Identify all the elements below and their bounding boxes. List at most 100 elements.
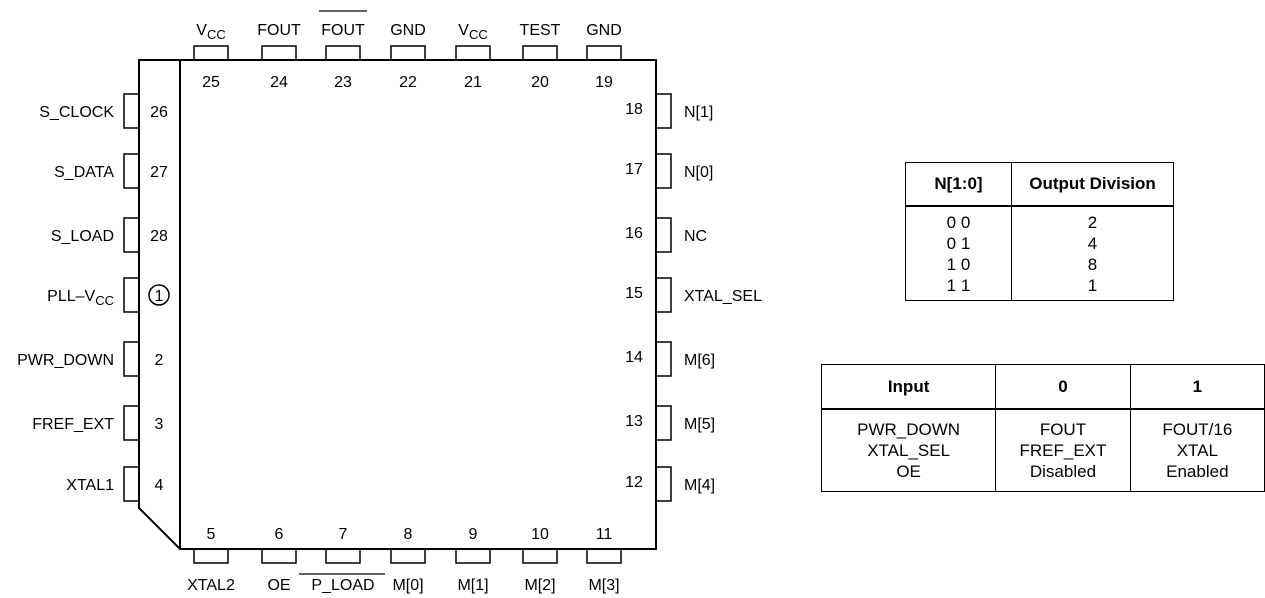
pin-name: M[2] (524, 577, 555, 594)
pin-number: 5 (207, 526, 216, 543)
pin-lead (193, 45, 229, 60)
pin-lead (656, 405, 672, 441)
pin-number: 12 (625, 474, 643, 491)
pin-lead (656, 217, 672, 253)
pin-name: NC (684, 228, 707, 245)
pin-lead (656, 341, 672, 377)
pin-number: 14 (625, 349, 643, 366)
pin-lead (123, 217, 139, 253)
pin-number: 11 (596, 526, 613, 543)
pin-number: 9 (469, 526, 478, 543)
pin-lead (261, 549, 297, 564)
pin-name: XTAL_SEL (684, 288, 762, 305)
pin-lead (123, 466, 139, 502)
table-cell: 1 (1087, 275, 1098, 295)
chip-body (138, 59, 657, 550)
pin-lead (123, 277, 139, 313)
pin-lead (123, 341, 139, 377)
pin-name: M[6] (684, 352, 715, 369)
table-cell: Disabled (1029, 462, 1097, 481)
pin-name: FREF_EXT (32, 416, 114, 433)
table-column-cells: PWR_DOWN XTAL_SEL OE (820, 408, 997, 492)
pin-name: M[0] (392, 577, 423, 594)
pin-number: 27 (150, 164, 168, 181)
pin-number: 3 (155, 416, 164, 433)
table-header: 1 (1129, 364, 1265, 410)
table-column-cells: 0 0 0 1 1 0 1 1 (905, 205, 1012, 301)
pin-number: 6 (275, 526, 284, 543)
pin-lead (455, 549, 491, 564)
pin-number: 7 (339, 526, 348, 543)
pin-number: 25 (202, 74, 220, 91)
pin1-marker-circle (148, 284, 170, 306)
table-header: Input (820, 364, 997, 410)
pin-lead (325, 549, 361, 564)
pin-name: M[5] (684, 416, 715, 433)
pin-number: 15 (625, 285, 643, 302)
table-cell: OE (896, 462, 921, 481)
pin-name: S_LOAD (51, 228, 114, 245)
pin-number: 23 (334, 74, 352, 91)
pin-lead (522, 45, 558, 60)
pin-number: 16 (625, 225, 643, 242)
pin-lead (455, 45, 491, 60)
pin-lead (123, 153, 139, 189)
pin-name: TEST (520, 22, 561, 39)
pin-lead (193, 549, 229, 564)
pin-name: M[3] (588, 577, 619, 594)
pin-lead (656, 277, 672, 313)
pin-name: PLL–VCC (47, 288, 114, 308)
pin-lead (522, 549, 558, 564)
table-cell: 8 (1087, 254, 1098, 274)
table-cell: FOUT/16 (1162, 420, 1233, 439)
pin-name: P_LOAD (311, 577, 374, 594)
pin-name: XTAL1 (66, 477, 114, 494)
table-cell: Enabled (1166, 462, 1229, 481)
pin-number: 8 (404, 526, 413, 543)
pin-name: VCC (458, 22, 487, 42)
pin-number: 24 (270, 74, 288, 91)
pin-lead (656, 466, 672, 502)
pin-lead (656, 93, 672, 129)
pin-lead (586, 45, 622, 60)
table-column-cells: FOUT FREF_EXT Disabled (995, 408, 1131, 492)
pin-name: S_DATA (54, 164, 114, 181)
pin-lead (656, 153, 672, 189)
pin-name: PWR_DOWN (17, 352, 114, 369)
pin-name: M[1] (457, 577, 488, 594)
pin-name: N[0] (684, 164, 713, 181)
table-cell: XTAL_SEL (867, 441, 951, 460)
table-column-cells: FOUT/16 XTAL Enabled (1129, 408, 1265, 492)
pin-name: OE (267, 577, 290, 594)
table-cell: 1 0 (946, 254, 971, 274)
pin-number: 28 (150, 228, 168, 245)
input-function-table: Input 0 1 PWR_DOWN XTAL_SEL OE FOUT FREF… (820, 364, 1265, 492)
table-header: 0 (995, 364, 1131, 410)
pin-number: 1 (155, 288, 164, 305)
pin-number: 20 (531, 74, 549, 91)
pin-number: 19 (595, 74, 613, 91)
table-header: N[1:0] (905, 162, 1012, 207)
pin-lead (390, 45, 426, 60)
pin-name: FOUT (321, 22, 365, 39)
pin-name: GND (586, 22, 622, 39)
pin-lead (261, 45, 297, 60)
table-cell: XTAL (1176, 441, 1218, 460)
pin-number: 18 (625, 101, 643, 118)
pin-name: M[4] (684, 477, 715, 494)
pin-name: VCC (196, 22, 225, 42)
table-cell: 1 1 (946, 275, 971, 295)
pin-lead (586, 549, 622, 564)
pin-number: 21 (464, 74, 482, 91)
pin-number: 22 (399, 74, 417, 91)
output-division-table: N[1:0] Output Division 0 0 0 1 1 0 1 1 2… (905, 162, 1174, 301)
pin-name: XTAL2 (187, 577, 235, 594)
pin-number: 13 (625, 413, 643, 430)
table-cell: 0 0 (946, 212, 971, 232)
table-cell: FOUT (1039, 420, 1087, 439)
table-cell: 2 (1087, 212, 1098, 232)
pin-number: 10 (531, 526, 549, 543)
table-header: Output Division (1011, 162, 1174, 207)
table-cell: 0 1 (946, 233, 971, 253)
